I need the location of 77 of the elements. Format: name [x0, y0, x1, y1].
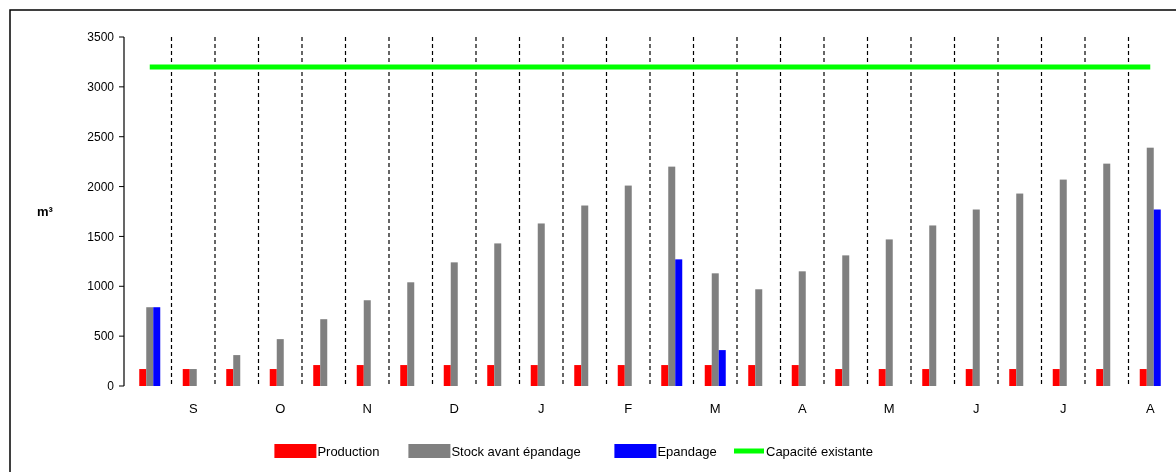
bar — [718, 350, 726, 386]
x-tick-label: J — [538, 401, 545, 416]
bar — [269, 369, 277, 386]
y-axis-title: m³ — [37, 204, 54, 219]
bar — [182, 369, 190, 386]
bar — [878, 369, 886, 386]
bar — [1146, 147, 1154, 386]
bar — [400, 365, 408, 386]
bar — [922, 369, 930, 386]
bar — [581, 205, 589, 386]
bar — [189, 369, 197, 386]
bar — [1009, 369, 1017, 386]
y-tick-label: 2500 — [87, 129, 115, 144]
bar — [1153, 209, 1161, 386]
y-tick-label: 1500 — [87, 229, 115, 244]
legend-label: Epandage — [657, 443, 717, 459]
x-tick-label: A — [1145, 401, 1155, 416]
bar — [675, 259, 683, 386]
bar — [407, 282, 415, 386]
bar — [363, 300, 371, 386]
bar — [574, 365, 582, 386]
y-tick-label: 3000 — [87, 80, 115, 95]
bar — [617, 365, 625, 386]
y-tick-label: 500 — [93, 329, 115, 344]
y-tick-label: 3500 — [87, 30, 115, 45]
x-tick-label: D — [449, 401, 459, 416]
bar — [494, 243, 502, 386]
x-tick-label: J — [973, 401, 980, 416]
bar — [320, 319, 328, 386]
x-tick-label: A — [797, 401, 807, 416]
bar — [835, 369, 843, 386]
bar — [842, 255, 850, 386]
bar — [1059, 179, 1067, 386]
bar — [972, 209, 980, 386]
bar — [661, 365, 669, 386]
bar — [1016, 193, 1024, 386]
bar — [530, 365, 538, 386]
y-tick-label: 1000 — [87, 279, 115, 294]
x-tick-label: O — [275, 401, 286, 416]
x-tick-label: S — [188, 401, 198, 416]
bar — [313, 365, 321, 386]
bar — [791, 365, 799, 386]
bar — [965, 369, 973, 386]
bar — [1096, 369, 1104, 386]
bar — [929, 225, 937, 386]
bar — [755, 289, 763, 386]
x-tick-label: J — [1060, 401, 1067, 416]
y-tick-label: 2000 — [87, 179, 115, 194]
bar — [146, 307, 154, 386]
legend-label: Capacité existante — [766, 443, 873, 459]
bar — [356, 365, 364, 386]
bar — [711, 273, 719, 386]
bar — [443, 365, 451, 386]
bar — [704, 365, 712, 386]
bar — [153, 307, 161, 386]
bar — [226, 369, 234, 386]
bar — [487, 365, 495, 386]
bar — [537, 223, 545, 386]
x-tick-label: F — [624, 401, 633, 416]
bar — [624, 185, 632, 386]
bar — [139, 369, 147, 386]
bar — [276, 339, 284, 386]
bar — [668, 166, 676, 386]
x-tick-label: N — [362, 401, 372, 416]
bar — [233, 355, 241, 386]
y-tick-label: 0 — [107, 379, 115, 394]
legend-label: Production — [317, 443, 380, 459]
x-tick-label: M — [709, 401, 721, 416]
x-tick-label: M — [883, 401, 895, 416]
bar — [885, 239, 893, 386]
bar — [1103, 163, 1111, 386]
bar — [798, 271, 806, 386]
bar — [748, 365, 756, 386]
bar — [450, 262, 458, 386]
legend-label: Stock avant épandage — [451, 443, 581, 459]
bar — [1139, 369, 1147, 386]
bar — [1052, 369, 1060, 386]
